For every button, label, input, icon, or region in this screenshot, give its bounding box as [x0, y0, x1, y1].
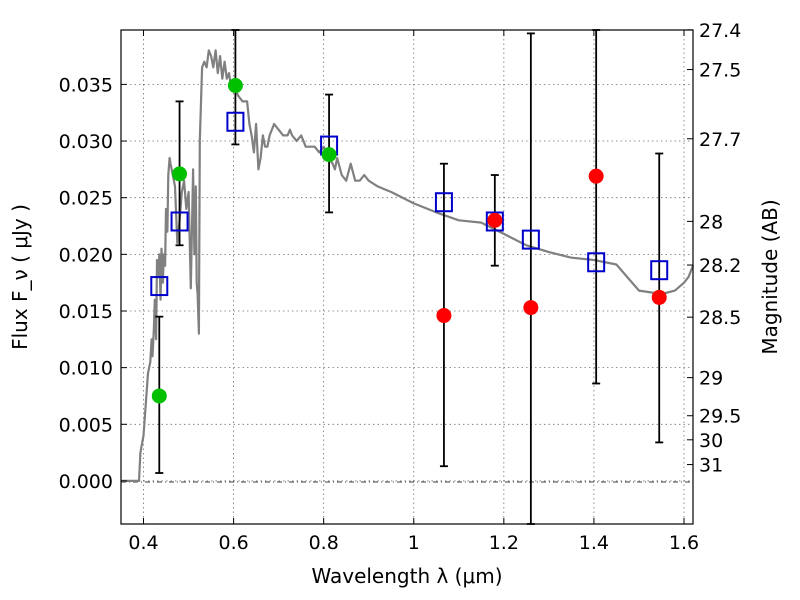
green-point-1: [172, 166, 188, 182]
y-tick-label-4: 0.020: [59, 244, 113, 266]
x-tick-label-4: 1.2: [489, 532, 519, 554]
model-square-marker-1: [170, 211, 189, 232]
plot-frame: [120, 29, 694, 525]
red-point-1: [487, 212, 503, 228]
green-point-2: [227, 78, 243, 94]
red-point-0: [436, 308, 452, 324]
mag-axis-label: Magnitude (AB): [758, 199, 782, 354]
model-square-marker-4: [434, 192, 453, 213]
mag-tick-label-4: 28.2: [699, 255, 741, 277]
y-tick-label-2: 0.010: [59, 358, 113, 380]
x-tick-label-0: 0.4: [128, 532, 158, 554]
green-point-0: [151, 388, 167, 404]
x-tick-label-2: 0.8: [309, 532, 339, 554]
mag-tick-label-1: 27.5: [699, 60, 741, 82]
mag-tick-label-8: 30: [699, 430, 723, 452]
x-axis-label: Wavelength λ (μm): [311, 564, 502, 588]
mag-axis-ticks: 27.4 27.5 27.7 28 28.2 28.5 29 29.530 31: [687, 20, 741, 477]
model-square-marker-5: [485, 211, 504, 232]
mag-tick-label-2: 27.7: [699, 129, 741, 151]
x-tick-label-3: 1: [408, 532, 420, 554]
model-square-marker-7: [587, 252, 606, 273]
red-point-2: [523, 300, 539, 316]
mag-tick-label-5: 28.5: [699, 307, 741, 329]
model-square-marker-8: [650, 260, 669, 281]
marker-group: [150, 78, 669, 404]
mag-tick-label-0: 27.4: [699, 20, 741, 42]
x-tick-label-1: 0.6: [218, 532, 248, 554]
y-tick-label-6: 0.030: [59, 131, 113, 153]
model-square-marker-6: [521, 229, 540, 250]
grid: [121, 30, 693, 524]
y-axis-ticks: 0.000 0.005 0.010 0.015 0.020 0.025 0.030 0.035: [59, 74, 127, 493]
x-axis-ticks: 0.4 0.6 0.8 1 1.2 1.4 1.6: [128, 30, 699, 554]
mag-tick-label-7: 29.5: [699, 406, 741, 428]
red-point-3: [588, 168, 604, 184]
mag-tick-label-3: 28: [699, 211, 723, 233]
y-tick-label-7: 0.035: [59, 74, 113, 96]
y-tick-label-1: 0.005: [59, 414, 113, 436]
x-tick-label-5: 1.4: [579, 532, 609, 554]
mag-tick-label-6: 29: [699, 368, 723, 390]
green-point-3: [321, 147, 337, 163]
model-square-marker-2: [226, 111, 245, 132]
y-tick-label-0: 0.000: [59, 471, 113, 493]
mag-tick-label-9: 31: [699, 455, 723, 477]
y-tick-label-5: 0.025: [59, 188, 113, 210]
y-axis-label: Flux F_ν ( μJy ): [8, 204, 32, 350]
red-point-4: [651, 289, 667, 305]
model-square-marker-0: [150, 276, 169, 297]
x-tick-label-6: 1.6: [669, 532, 699, 554]
y-tick-label-3: 0.015: [59, 301, 113, 323]
